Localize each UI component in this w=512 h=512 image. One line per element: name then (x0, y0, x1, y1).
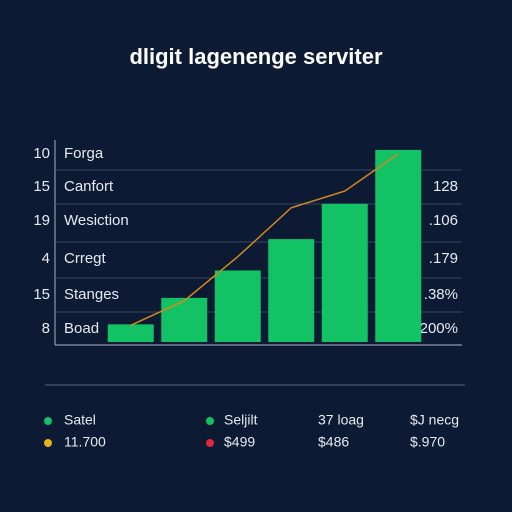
row-label: Crregt (64, 250, 107, 267)
bar (214, 270, 261, 342)
legend-text: $.970 (410, 434, 445, 450)
legend-text: $J necg (410, 412, 459, 428)
bar (107, 324, 154, 342)
row-label: Canfort (64, 178, 114, 195)
row-number: 8 (42, 320, 50, 337)
legend-text: Satel (64, 412, 96, 428)
row-label: Forga (64, 145, 104, 162)
legend-text: $486 (318, 434, 349, 450)
legend-text: 37 loag (318, 412, 364, 428)
legend-dot (206, 417, 214, 425)
legend-text: 11.700 (64, 434, 106, 450)
bar (321, 203, 368, 342)
chart-title: dligit lagenenge serviter (129, 44, 383, 69)
row-label: Boad (64, 320, 99, 337)
right-label: 128 (433, 178, 458, 195)
legend-text: Seljilt (224, 412, 258, 428)
row-number: 4 (42, 250, 50, 267)
row-number: 10 (33, 145, 50, 162)
line (130, 153, 399, 327)
legend-text: $499 (224, 434, 255, 450)
right-label: .179 (429, 250, 458, 267)
legend-dot (44, 439, 52, 447)
right-label: .38% (424, 286, 458, 303)
bar (161, 297, 208, 342)
row-number: 19 (33, 212, 50, 229)
row-label: Wesiction (64, 212, 129, 229)
right-label: .106 (429, 212, 458, 229)
bar (375, 149, 422, 342)
right-label: 200% (420, 320, 458, 337)
row-label: Stanges (64, 286, 119, 303)
legend-dot (206, 439, 214, 447)
row-number: 15 (33, 178, 50, 195)
row-number: 15 (33, 286, 50, 303)
bar (268, 239, 315, 342)
legend-dot (44, 417, 52, 425)
